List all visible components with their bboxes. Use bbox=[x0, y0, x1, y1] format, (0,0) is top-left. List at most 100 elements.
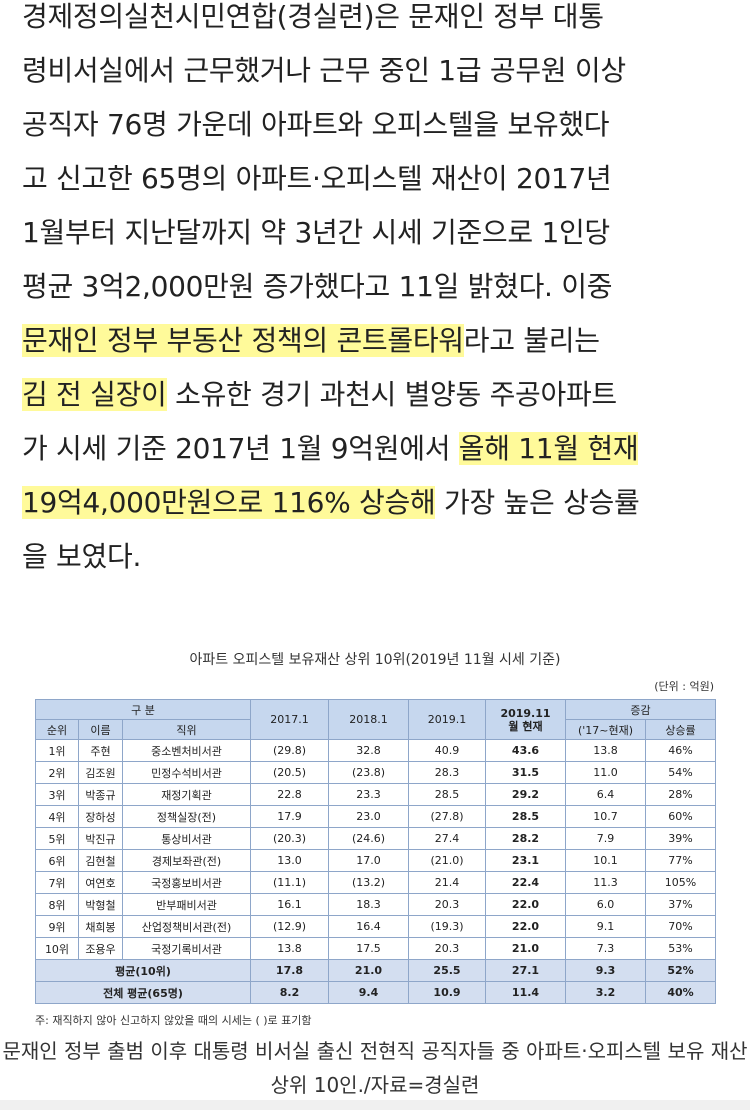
text-line: 령비서실에서 근무했거나 근무 중인 1급 공무원 이상 bbox=[22, 44, 742, 98]
table-cell: 13.8 bbox=[565, 739, 646, 762]
table-cell: 2위 bbox=[35, 761, 79, 784]
table-cell: 평균(10위) bbox=[35, 959, 251, 982]
table-cell: (27.8) bbox=[408, 805, 486, 828]
table-cell: 52% bbox=[645, 959, 716, 982]
table-title: 아파트 오피스텔 보유재산 상위 10위(2019년 11월 시세 기준) bbox=[189, 652, 561, 668]
text-segment: 을 보였다. bbox=[22, 540, 142, 573]
text-segment: 평균 3억2,000만원 증가했다고 11일 밝혔다. 이중 bbox=[22, 270, 613, 303]
table-head: 구 분 2017.1 2018.1 2019.1 2019.11월 현재 증감 … bbox=[35, 699, 716, 740]
text-line: 고 신고한 65명의 아파트·오피스텔 재산이 2017년 bbox=[22, 152, 742, 206]
table-row: 5위 박진규 통상비서관 (20.3) (24.6) 27.4 28.2 7.9 39% bbox=[35, 827, 716, 850]
table-cell: 28.5 bbox=[485, 805, 566, 828]
table-cell: 민정수석비서관 bbox=[122, 761, 251, 784]
text-segment: 령비서실에서 근무했거나 근무 중인 1급 공무원 이상 bbox=[22, 54, 626, 87]
text-line: 김 전 실장이 소유한 경기 과천시 별양동 주공아파트 bbox=[22, 368, 742, 422]
table-cell: 17.8 bbox=[250, 959, 329, 982]
header-cell: 이름 bbox=[78, 719, 123, 740]
table-cell: 10.1 bbox=[565, 849, 646, 872]
table-cell: 조용우 bbox=[78, 937, 123, 960]
table-cell: 반부패비서관 bbox=[122, 893, 251, 916]
header-cell: 2019.1 bbox=[408, 699, 486, 740]
table-cell: 54% bbox=[645, 761, 716, 784]
table-cell: 21.0 bbox=[328, 959, 409, 982]
text-segment: 경제정의실천시민연합(경실련)은 문재인 정부 대통 bbox=[22, 0, 604, 33]
table-cell: 경제보좌관(전) bbox=[122, 849, 251, 872]
table-cell: 39% bbox=[645, 827, 716, 850]
table-cell: 7.9 bbox=[565, 827, 646, 850]
text-line: 19억4,000만원으로 116% 상승해 가장 높은 상승률 bbox=[22, 476, 742, 530]
highlighted-text: 문재인 정부 부동산 정책의 콘트롤타워 bbox=[22, 324, 464, 357]
table-row: 7위 여연호 국정홍보비서관 (11.1) (13.2) 21.4 22.4 11.3 105% bbox=[35, 871, 716, 894]
table-cell: 10위 bbox=[35, 937, 79, 960]
table-cell: 29.2 bbox=[485, 783, 566, 806]
header-cell: 증감 bbox=[565, 699, 716, 720]
header-cell: 직위 bbox=[122, 719, 251, 740]
table-cell: 27.1 bbox=[485, 959, 566, 982]
text-line: 평균 3억2,000만원 증가했다고 11일 밝혔다. 이중 bbox=[22, 260, 742, 314]
table-cell: 22.0 bbox=[485, 915, 566, 938]
table-cell: 23.3 bbox=[328, 783, 409, 806]
table-cell: 정책실장(전) bbox=[122, 805, 251, 828]
text-segment: 가장 높은 상승률 bbox=[435, 486, 640, 519]
text-segment: 공직자 76명 가운데 아파트와 오피스텔을 보유했다 bbox=[22, 108, 610, 141]
table-cell: 김현철 bbox=[78, 849, 123, 872]
table-body: 1위 주현 중소벤처비서관 (29.8) 32.8 40.9 43.6 13.8 46% 2위 김조… bbox=[35, 739, 716, 1004]
table-cell: (29.8) bbox=[250, 739, 329, 762]
table-cell: 11.0 bbox=[565, 761, 646, 784]
table-row: 2위 김조원 민정수석비서관 (20.5) (23.8) 28.3 31.5 11.0 54% bbox=[35, 761, 716, 784]
table-cell: 20.3 bbox=[408, 937, 486, 960]
text-line: 가 시세 기준 2017년 1월 9억원에서 올해 11월 현재 bbox=[22, 422, 742, 476]
header-cell: 상승률 bbox=[645, 719, 716, 740]
table-cell: (24.6) bbox=[328, 827, 409, 850]
table-cell: 7.3 bbox=[565, 937, 646, 960]
table-row: 1위 주현 중소벤처비서관 (29.8) 32.8 40.9 43.6 13.8 46% bbox=[35, 739, 716, 762]
table-cell: 산업정책비서관(전) bbox=[122, 915, 251, 938]
table-cell: 재정기획관 bbox=[122, 783, 251, 806]
table-cell: 31.5 bbox=[485, 761, 566, 784]
header-cell: 순위 bbox=[35, 719, 79, 740]
text-line: 경제정의실천시민연합(경실련)은 문재인 정부 대통 bbox=[22, 0, 742, 44]
table-cell: (13.2) bbox=[328, 871, 409, 894]
text-segment: 가 시세 기준 2017년 1월 9억원에서 bbox=[22, 432, 459, 465]
highlighted-text: 올해 11월 현재 bbox=[458, 432, 639, 465]
table-cell: 3.2 bbox=[565, 981, 646, 1004]
table-cell: 28.2 bbox=[485, 827, 566, 850]
table-cell: 9위 bbox=[35, 915, 79, 938]
table-cell: 27.4 bbox=[408, 827, 486, 850]
text-segment: 라고 불리는 bbox=[463, 324, 600, 357]
table-cell: 28.5 bbox=[408, 783, 486, 806]
table-cell: 21.4 bbox=[408, 871, 486, 894]
table-cell: (11.1) bbox=[250, 871, 329, 894]
table-cell: 6.0 bbox=[565, 893, 646, 916]
table-cell: 46% bbox=[645, 739, 716, 762]
table-cell: 70% bbox=[645, 915, 716, 938]
table-cell: 28% bbox=[645, 783, 716, 806]
table-cell: (23.8) bbox=[328, 761, 409, 784]
table-cell: 5위 bbox=[35, 827, 79, 850]
table-cell: 13.8 bbox=[250, 937, 329, 960]
header-cell: 2019.11월 현재 bbox=[485, 699, 566, 740]
table-unit: (단위 : 억원) bbox=[654, 680, 714, 693]
table-figure: 아파트 오피스텔 보유재산 상위 10위(2019년 11월 시세 기준) (단… bbox=[30, 645, 720, 1028]
highlighted-text: 19억4,000만원으로 116% 상승해 bbox=[22, 486, 436, 519]
highlighted-text: 김 전 실장이 bbox=[22, 378, 167, 411]
table-cell: 18.3 bbox=[328, 893, 409, 916]
table-cell: 통상비서관 bbox=[122, 827, 251, 850]
table-cell: 21.0 bbox=[485, 937, 566, 960]
table-cell: 60% bbox=[645, 805, 716, 828]
header-row: 순위 이름 직위 ('17~현재) 상승률 bbox=[35, 719, 716, 740]
table-cell: 77% bbox=[645, 849, 716, 872]
text-line: 을 보였다. bbox=[22, 530, 742, 584]
image-caption: 문재인 정부 출범 이후 대통령 비서실 출신 전현직 공직자들 중 아파트·오… bbox=[2, 1039, 748, 1097]
text-line: 문재인 정부 부동산 정책의 콘트롤타워라고 불리는 bbox=[22, 314, 742, 368]
table-cell: (20.3) bbox=[250, 827, 329, 850]
table-cell: 중소벤처비서관 bbox=[122, 739, 251, 762]
table-cell: 28.3 bbox=[408, 761, 486, 784]
table-cell: 박형철 bbox=[78, 893, 123, 916]
header-cell: 구 분 bbox=[35, 699, 251, 720]
table-cell: 16.1 bbox=[250, 893, 329, 916]
table-cell: 채희봉 bbox=[78, 915, 123, 938]
bottom-bar bbox=[0, 1100, 750, 1110]
table-row: 3위 박종규 재정기획관 22.8 23.3 28.5 29.2 6.4 28% bbox=[35, 783, 716, 806]
